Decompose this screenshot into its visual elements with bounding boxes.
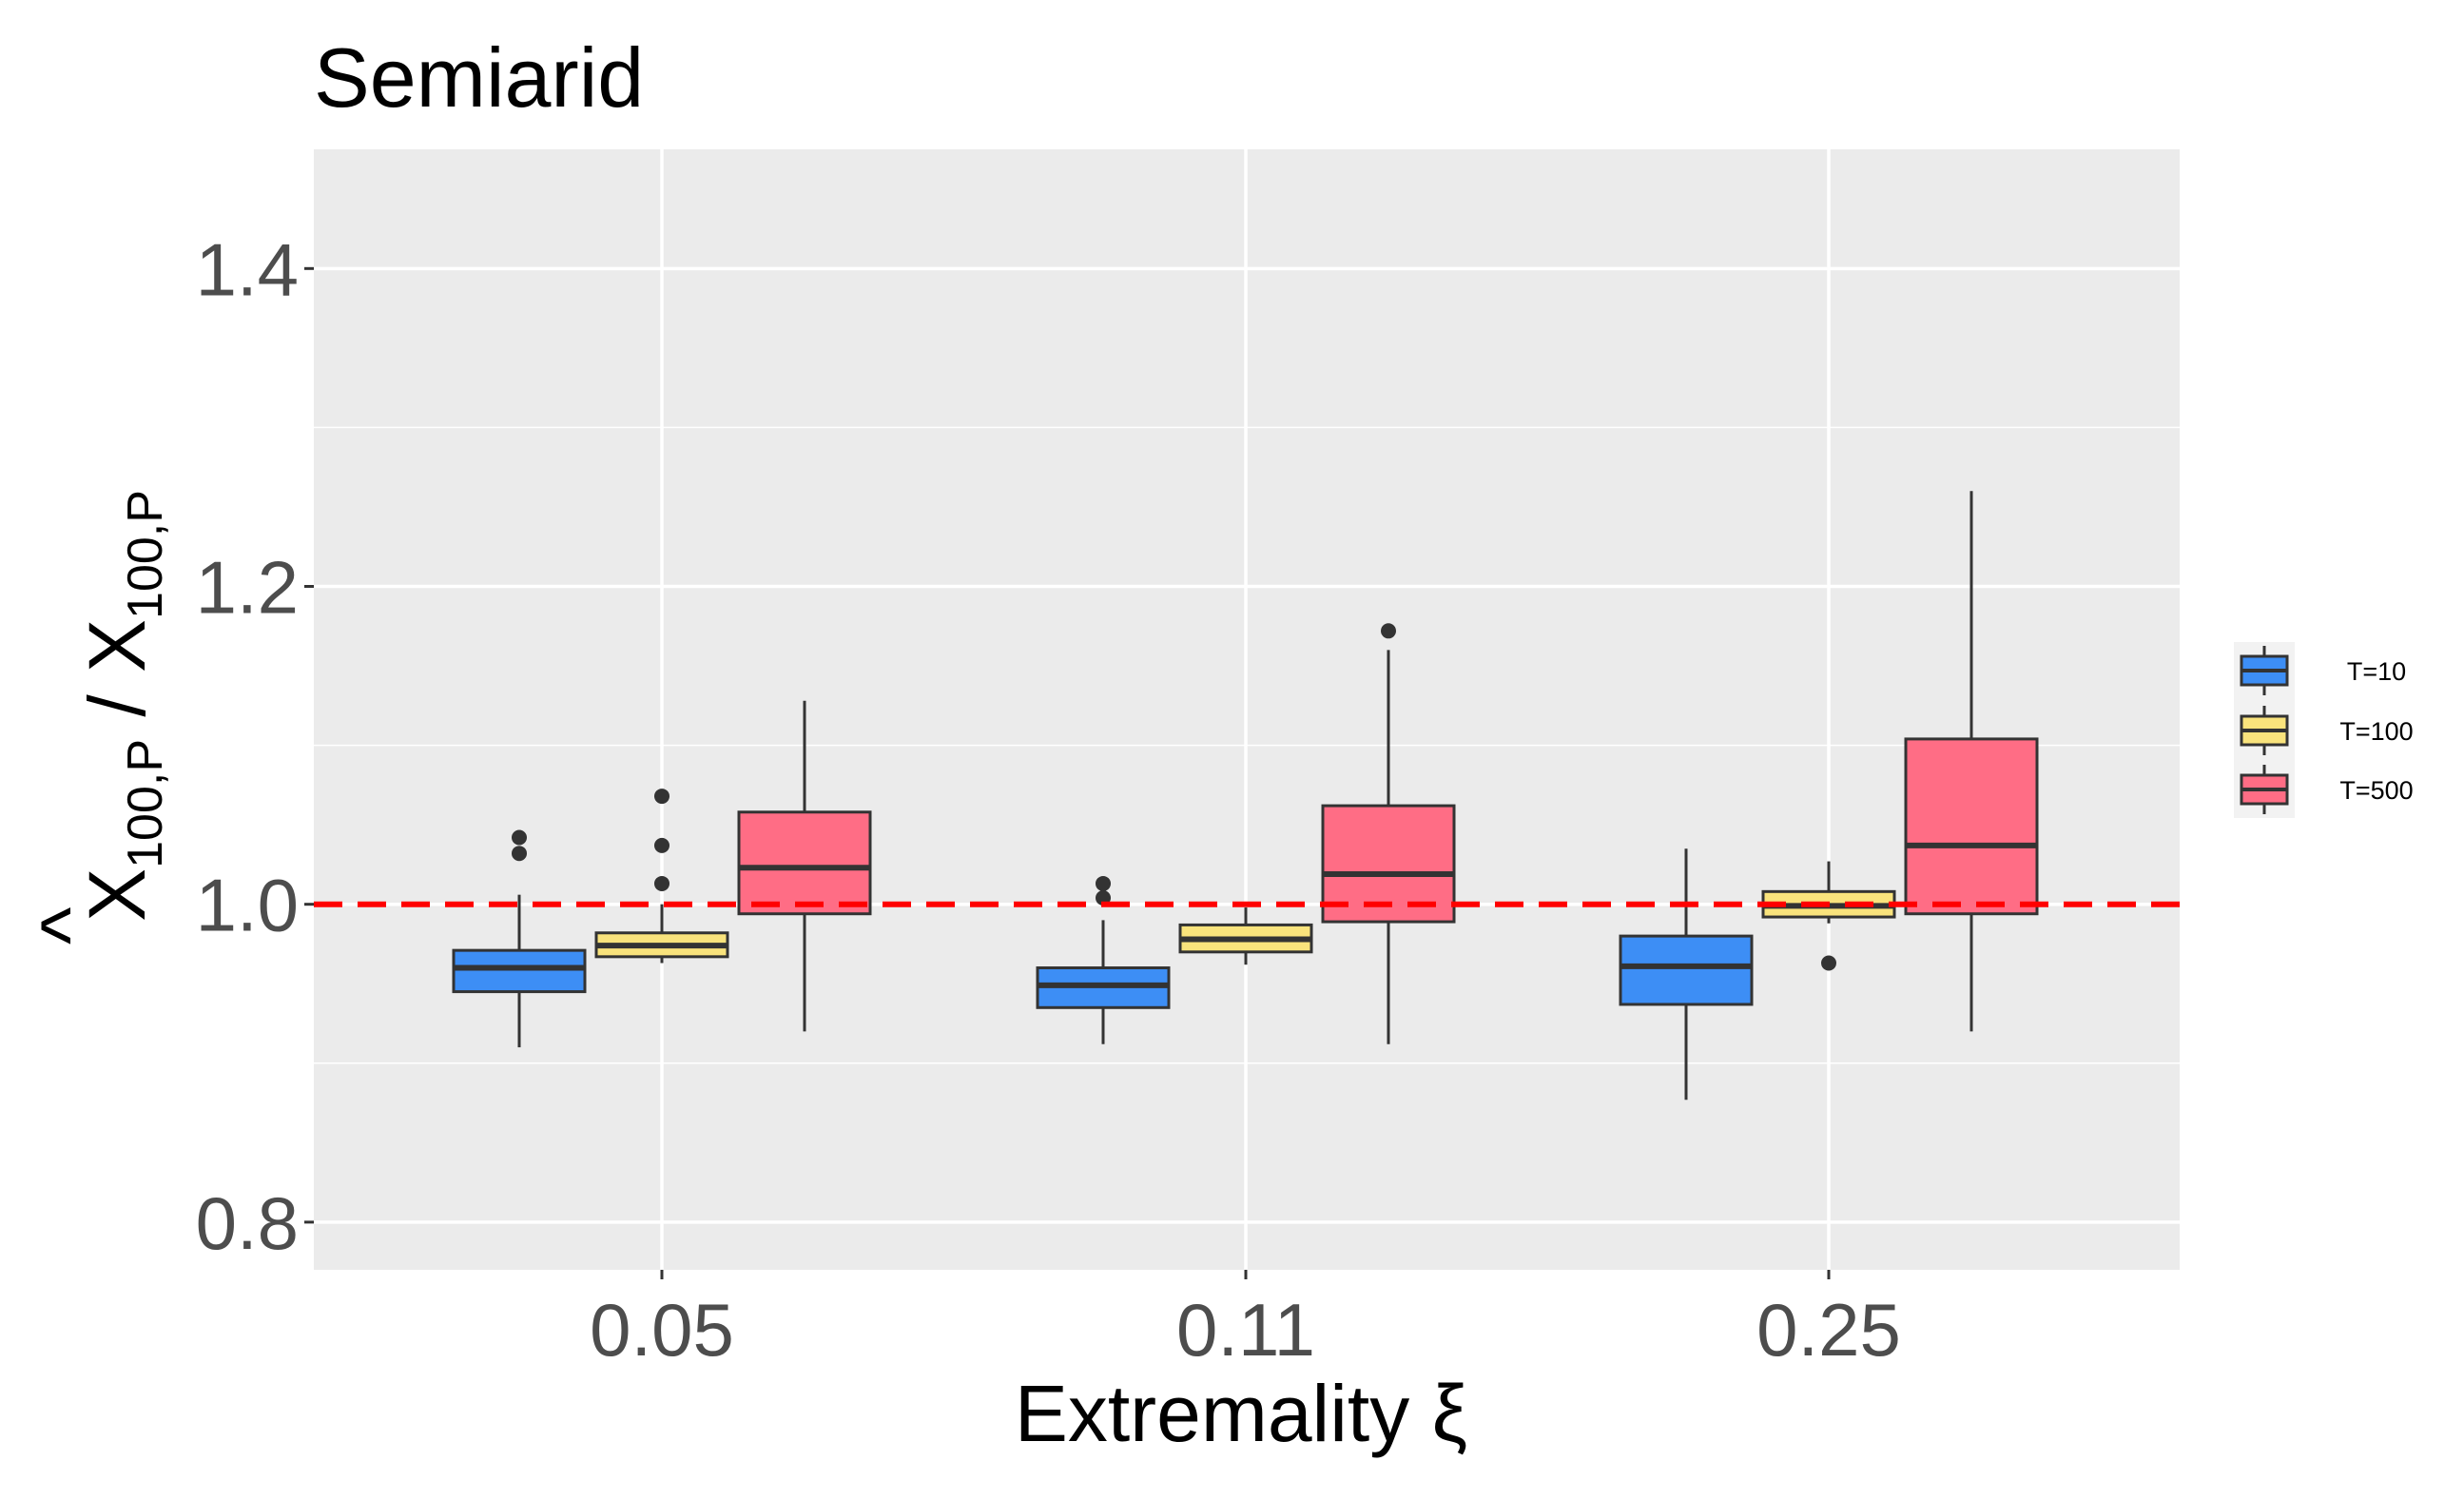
box-iqr xyxy=(452,948,587,994)
y-axis-title-denominator-sub: 100,P xyxy=(118,490,173,619)
x-axis-title: Extremality ξ xyxy=(1015,1369,1467,1458)
y-axis-title-separator: / xyxy=(72,672,162,739)
legend-item-T=100: T=100 xyxy=(2240,706,2414,755)
y-axis: 0.8 1.0 1.2 1.4 xyxy=(196,227,314,1265)
box-T=100-0.11 xyxy=(1178,907,1313,965)
legend-label: T=10 xyxy=(2347,657,2406,686)
outlier-point xyxy=(1096,875,1111,891)
y-axis-title-hat: ^ xyxy=(25,907,114,945)
x-tick-label: 0.25 xyxy=(1756,1288,1901,1372)
outlier-point xyxy=(512,829,527,846)
outlier-point xyxy=(1821,955,1836,971)
legend-item-T=500: T=500 xyxy=(2240,765,2414,814)
x-tick-label: 0.11 xyxy=(1176,1288,1315,1372)
svg-text:X100,P / X100,P: X100,P / X100,P xyxy=(72,490,173,922)
box-T=500-0.25 xyxy=(1904,491,2039,1032)
legend-label: T=100 xyxy=(2339,717,2413,746)
y-axis-title-denominator: X xyxy=(72,619,162,672)
box-iqr xyxy=(1904,737,2039,916)
legend-label: T=500 xyxy=(2339,776,2413,805)
box-T=500-0.05 xyxy=(737,700,872,1032)
box-T=10-0.05 xyxy=(452,829,587,1048)
legend-item-T=10: T=10 xyxy=(2240,646,2406,695)
box-iqr xyxy=(1619,934,1754,1006)
x-tick-label: 0.05 xyxy=(590,1288,734,1372)
chart-title: Semiarid xyxy=(314,30,644,125)
y-axis-title: X100,P / X100,P ^ xyxy=(25,490,173,945)
box-T=10-0.11 xyxy=(1036,875,1171,1044)
outlier-point xyxy=(654,789,669,805)
box-T=100-0.05 xyxy=(594,789,729,964)
legend: T=10 T=100 T=500 xyxy=(2234,642,2414,818)
box-T=10-0.25 xyxy=(1619,848,1754,1101)
grid-major xyxy=(314,149,2180,1270)
outlier-point xyxy=(512,846,527,862)
box-iqr xyxy=(737,810,872,916)
x-axis: 0.05 0.11 0.25 xyxy=(590,1270,1901,1372)
y-axis-title-sub: 100,P xyxy=(118,739,173,868)
y-tick-label: 1.2 xyxy=(196,546,299,630)
y-tick-label: 0.8 xyxy=(196,1181,299,1265)
y-axis-title-main: X xyxy=(72,868,162,922)
y-tick-label: 1.0 xyxy=(196,864,299,947)
outlier-point xyxy=(654,875,669,891)
outlier-point xyxy=(1381,623,1396,639)
y-tick-label: 1.4 xyxy=(196,227,299,311)
box-group xyxy=(452,491,2039,1101)
outlier-point xyxy=(654,837,669,853)
